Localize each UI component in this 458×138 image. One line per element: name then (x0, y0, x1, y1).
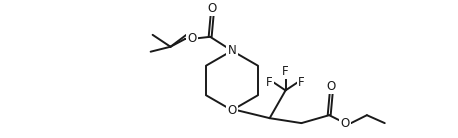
Text: O: O (327, 80, 336, 93)
Text: F: F (298, 76, 305, 89)
Text: F: F (267, 76, 273, 89)
Text: O: O (227, 104, 237, 117)
Text: N: N (228, 44, 236, 57)
Text: O: O (207, 2, 217, 14)
Text: O: O (340, 117, 350, 130)
Text: O: O (188, 32, 197, 45)
Text: F: F (282, 65, 289, 78)
